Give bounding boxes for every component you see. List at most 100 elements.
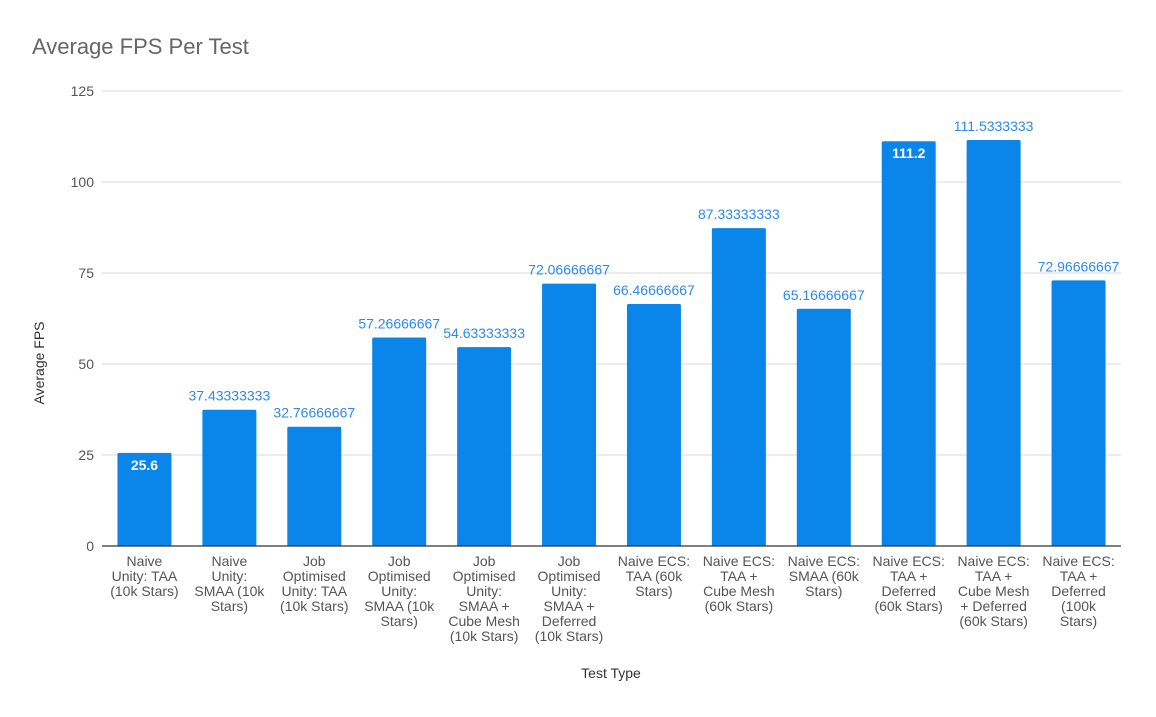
x-tick-label-line: TAA (60k	[626, 568, 684, 584]
x-tick-label-line: Stars)	[1060, 613, 1097, 629]
bar	[1051, 280, 1106, 546]
data-label: 25.6	[131, 457, 158, 473]
x-tick-label: Naive ECS: TAA (60k Stars)	[618, 553, 690, 599]
x-tick-label: Job Optimised Unity: SMAA + Cube Mesh (10k St…	[448, 553, 520, 644]
x-tick-label-line: Naive ECS:	[788, 553, 860, 569]
y-tick-label: 50	[78, 356, 94, 372]
x-tick-label-line: Unity: TAA	[281, 583, 347, 599]
x-tick-label-line: Unity:	[551, 583, 587, 599]
y-tick-label: 125	[71, 83, 95, 99]
y-axis-title: Average FPS	[31, 321, 47, 404]
bar	[542, 283, 597, 546]
bar	[796, 308, 851, 546]
x-tick-label: Naive ECS: TAA + Cube Mesh (60k Stars)	[703, 553, 775, 614]
x-tick-label-line: TAA +	[975, 568, 1012, 584]
x-tick-label-line: Naive	[211, 553, 247, 569]
x-tick-label-line: Cube Mesh	[958, 583, 1030, 599]
data-label: 87.33333333	[698, 206, 780, 222]
x-tick-label-line: TAA +	[720, 568, 757, 584]
bar	[881, 141, 936, 546]
data-label: 54.63333333	[443, 325, 525, 341]
data-label: 32.76666667	[273, 405, 355, 421]
x-tick-label: Naive ECS: TAA + Cube Mesh + Deferred (60k S…	[957, 553, 1029, 629]
x-tick-label-line: Deferred	[1051, 583, 1105, 599]
y-axis-ticks: 0 25 50 75 100 125	[71, 83, 95, 554]
x-tick-label-line: Optimised	[538, 568, 601, 584]
x-tick-label-line: Unity:	[466, 583, 502, 599]
x-tick-label-line: Stars)	[381, 613, 418, 629]
x-tick-label-line: SMAA (60k	[789, 568, 860, 584]
bar	[372, 337, 427, 546]
bars	[117, 140, 1106, 546]
y-tick-label: 0	[86, 538, 94, 554]
x-tick-label-line: Deferred	[542, 613, 596, 629]
x-tick-label-line: Deferred	[881, 583, 935, 599]
x-tick-label-line: Optimised	[283, 568, 346, 584]
x-tick-label-line: Naive ECS:	[873, 553, 945, 569]
x-tick-label-line: Naive ECS:	[618, 553, 690, 569]
y-tick-label: 25	[78, 447, 94, 463]
x-tick-label-line: (10k Stars)	[450, 628, 518, 644]
x-tick-label: Naive ECS: TAA + Deferred (100k Stars)	[1042, 553, 1114, 629]
x-tick-label-line: Optimised	[368, 568, 431, 584]
x-tick-label: Naive Unity: SMAA (10k Stars)	[194, 553, 265, 614]
x-tick-label-line: Naive ECS:	[1042, 553, 1114, 569]
x-tick-label: Naive ECS: SMAA (60k Stars)	[788, 553, 860, 599]
bar	[117, 452, 172, 546]
x-tick-label-line: Unity: TAA	[112, 568, 178, 584]
x-tick-label-line: (100k	[1061, 598, 1097, 614]
x-axis-ticks: Naive Unity: TAA (10k Stars)Naive Unity: SMA…	[110, 553, 1114, 644]
x-tick-label-line: SMAA (10k	[194, 583, 265, 599]
data-label: 72.96666667	[1038, 258, 1120, 274]
data-label: 66.46666667	[613, 282, 695, 298]
x-tick-label-line: Stars)	[211, 598, 248, 614]
x-tick-label-line: Job	[388, 553, 411, 569]
data-label: 111.2	[892, 145, 926, 161]
x-tick-label: Naive Unity: TAA (10k Stars)	[110, 553, 178, 599]
bar	[626, 304, 681, 546]
x-tick-label-line: (60k Stars)	[874, 598, 942, 614]
x-tick-label-line: Naive ECS:	[957, 553, 1029, 569]
x-tick-label-line: Cube Mesh	[703, 583, 775, 599]
bar	[711, 228, 766, 546]
data-label: 37.43333333	[188, 388, 270, 404]
x-tick-label-line: (60k Stars)	[959, 613, 1027, 629]
x-tick-label-line: + Deferred	[960, 598, 1027, 614]
x-tick-label-line: Unity:	[381, 583, 417, 599]
x-tick-label-line: (10k Stars)	[280, 598, 348, 614]
x-tick-label-line: (10k Stars)	[110, 583, 178, 599]
x-tick-label-line: SMAA (10k	[364, 598, 435, 614]
x-tick-label-line: Optimised	[453, 568, 516, 584]
data-label: 72.06666667	[528, 262, 610, 278]
gridlines	[102, 90, 1121, 456]
bar	[202, 409, 257, 546]
x-axis-title: Test Type	[581, 665, 641, 681]
x-tick-label-line: Job	[558, 553, 581, 569]
bar	[457, 347, 512, 546]
x-tick-label-line: Job	[473, 553, 496, 569]
x-tick-label-line: Unity:	[211, 568, 247, 584]
data-label: 111.5333333	[954, 118, 1034, 134]
x-tick-label-line: TAA +	[1060, 568, 1097, 584]
bar	[966, 140, 1021, 546]
x-tick-label-line: Job	[303, 553, 326, 569]
x-tick-label-line: Naive	[127, 553, 163, 569]
bar	[287, 426, 342, 546]
x-tick-label: Job Optimised Unity: SMAA + Deferred (10k Sta…	[535, 553, 603, 644]
data-label: 65.16666667	[783, 287, 865, 303]
x-tick-label-line: (60k Stars)	[705, 598, 773, 614]
x-tick-label-line: Stars)	[635, 583, 672, 599]
y-tick-label: 75	[78, 265, 94, 281]
y-tick-label: 100	[71, 174, 95, 190]
chart-title: Average FPS Per Test	[32, 34, 249, 59]
x-tick-label-line: (10k Stars)	[535, 628, 603, 644]
x-tick-label: Naive ECS: TAA + Deferred (60k Stars)	[873, 553, 945, 614]
x-tick-label: Job Optimised Unity: TAA (10k Stars)	[280, 553, 348, 614]
x-tick-label-line: Stars)	[805, 583, 842, 599]
x-tick-label-line: SMAA +	[544, 598, 595, 614]
x-tick-label-line: TAA +	[890, 568, 927, 584]
x-tick-label: Job Optimised Unity: SMAA (10k Stars)	[364, 553, 435, 629]
